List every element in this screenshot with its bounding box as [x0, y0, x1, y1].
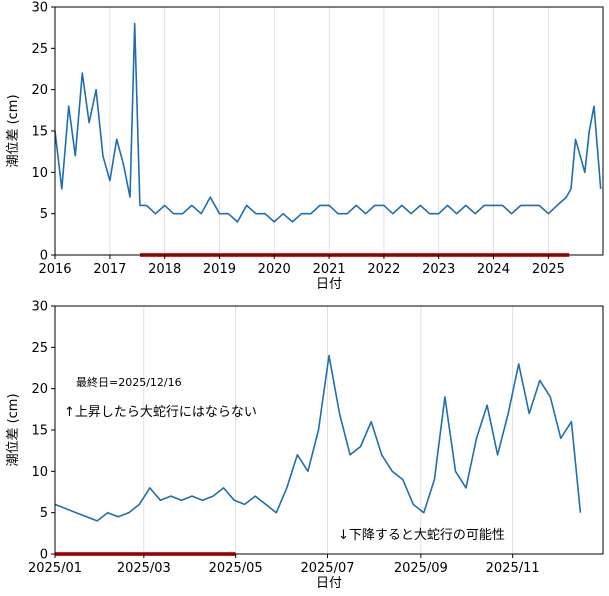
x-tick-label: 2025/07 [300, 561, 354, 576]
x-tick-label: 2016 [38, 262, 71, 277]
y-tick-label: 5 [40, 207, 48, 222]
y-tick-label: 30 [31, 300, 48, 315]
x-tick-label: 2025 [532, 262, 565, 277]
x-tick-label: 2025/01 [28, 561, 82, 576]
annotation-last-date: 最終日=2025/12/16 [76, 375, 182, 389]
y-tick-label: 15 [31, 424, 48, 439]
x-tick-label: 2024 [477, 262, 510, 277]
y-axis-title: 潮位差 (cm) [6, 94, 21, 167]
x-tick-label: 2025/05 [209, 561, 263, 576]
x-axis-title: 日付 [316, 277, 342, 292]
y-tick-label: 25 [31, 42, 48, 57]
x-tick-label: 2018 [148, 262, 181, 277]
chart-bottom-2025: 0 5 10 15 20 25 30 2025/01 2025/03 2025/05 2025/07… [6, 300, 604, 591]
y-tick-label: 20 [31, 382, 48, 397]
x-tick-label: 2020 [258, 262, 291, 277]
x-tick-label: 2021 [313, 262, 346, 277]
x-tick-label: 2025/03 [117, 561, 171, 576]
annotation-down-text: ↓下降すると大蛇行の可能性 [338, 528, 505, 543]
x-axis-title: 日付 [316, 576, 342, 591]
x-tick-label: 2022 [367, 262, 400, 277]
x-tick-label: 2023 [422, 262, 455, 277]
plot-frame [54, 305, 604, 555]
y-tick-label: 15 [31, 125, 48, 140]
axes: 0 5 10 15 20 25 30 2025/01 2025/03 2025/05 2025/07… [6, 300, 604, 591]
grid [54, 306, 514, 554]
annotation-up-text: ↑上昇したら大蛇行にはならない [64, 405, 257, 420]
y-tick-label: 0 [40, 249, 48, 264]
y-tick-label: 20 [31, 83, 48, 98]
y-tick-label: 0 [40, 548, 48, 563]
series-line-0 [54, 22, 602, 223]
x-tick-label: 2019 [203, 262, 236, 277]
x-tick-label: 2025/09 [394, 561, 448, 576]
series-line-group [54, 22, 602, 257]
x-tick-label: 2025/11 [486, 561, 540, 576]
x-tick-label: 2017 [93, 262, 126, 277]
grid [54, 7, 549, 255]
series-line-0 [54, 354, 582, 522]
y-tick-label: 5 [40, 506, 48, 521]
y-tick-label: 30 [31, 1, 48, 16]
y-tick-label: 10 [31, 166, 48, 181]
y-tick-label: 25 [31, 341, 48, 356]
y-tick-label: 10 [31, 465, 48, 480]
y-axis-title: 潮位差 (cm) [6, 393, 21, 466]
